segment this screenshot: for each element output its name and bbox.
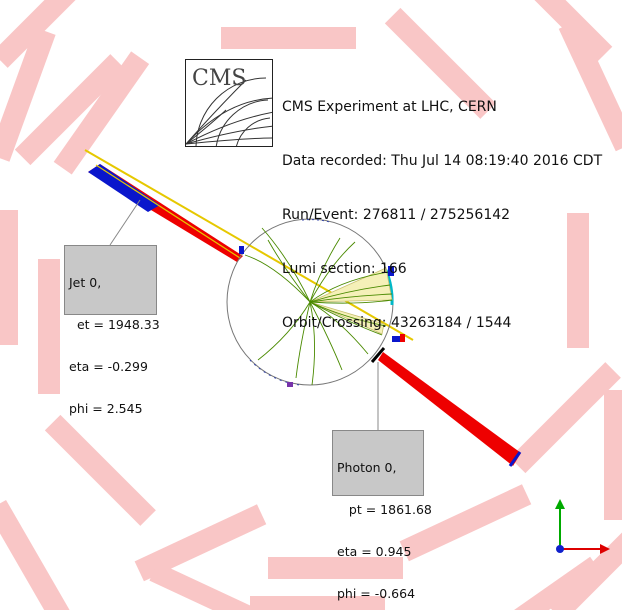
axis-origin bbox=[556, 545, 564, 553]
photon-label-title: Photon 0, bbox=[337, 460, 397, 475]
photon-ecal-deposit bbox=[378, 352, 521, 466]
muon-chamber bbox=[221, 27, 356, 49]
hcal-hit bbox=[392, 336, 402, 342]
muon-chamber bbox=[0, 0, 104, 68]
photon-label: Photon 0, pt = 1861.68 eta = 0.945 phi =… bbox=[332, 430, 432, 601]
tracks bbox=[244, 227, 393, 386]
jet-label: Jet 0, et = 1948.33 eta = -0.299 phi = 2… bbox=[64, 245, 160, 416]
photon-label-eta: eta = 0.945 bbox=[337, 544, 412, 559]
jet-cone bbox=[309, 267, 393, 303]
jet-label-phi: phi = 2.545 bbox=[69, 401, 143, 416]
photon-deposit bbox=[370, 347, 522, 467]
muon-chamber bbox=[0, 27, 56, 162]
jet-deposit bbox=[84, 149, 414, 341]
photon-label-pt: pt = 1861.68 bbox=[337, 502, 432, 517]
hcal-hit bbox=[287, 382, 293, 387]
muon-chamber bbox=[268, 557, 403, 579]
jet-label-eta: eta = -0.299 bbox=[69, 359, 148, 374]
muon-chamber bbox=[44, 414, 156, 526]
jet-axis-line-inner bbox=[95, 164, 241, 259]
photon-label-phi: phi = -0.664 bbox=[337, 586, 416, 601]
jet-label-leader bbox=[109, 199, 141, 246]
muon-chamber bbox=[0, 499, 74, 610]
cms-logo: CMS bbox=[185, 59, 273, 147]
muon-chamber bbox=[149, 562, 258, 610]
experiment-name: CMS Experiment at LHC, CERN bbox=[282, 99, 497, 115]
jet-label-et: et = 1948.33 bbox=[69, 317, 160, 332]
axis-x-arrow bbox=[600, 544, 610, 554]
photon-hcal-edge bbox=[508, 451, 522, 467]
muon-chamber bbox=[134, 504, 267, 582]
muon-chamber bbox=[250, 596, 385, 610]
muon-chamber bbox=[499, 556, 602, 610]
muon-chamber bbox=[14, 54, 126, 166]
muon-chamber bbox=[53, 51, 150, 175]
muon-chamber bbox=[399, 484, 532, 562]
muon-chamber bbox=[384, 7, 496, 119]
lumi-section: Lumi section: 166 bbox=[282, 261, 407, 277]
axis-y-arrow bbox=[555, 499, 565, 509]
muon-chamber bbox=[501, 0, 613, 63]
photon-inner-edge bbox=[370, 347, 386, 363]
muon-chamber bbox=[558, 19, 622, 152]
muon-chamber bbox=[567, 213, 589, 348]
muon-chamber bbox=[604, 390, 622, 520]
ecal-hit bbox=[400, 334, 405, 342]
jet-hcal-deposit bbox=[88, 164, 160, 212]
muon-chamber bbox=[509, 362, 621, 474]
axis-triad bbox=[555, 499, 610, 554]
hcal-hit bbox=[388, 266, 394, 276]
hcal-hit bbox=[239, 246, 244, 254]
cms-logo-text: CMS bbox=[192, 66, 247, 91]
orbit-crossing: Orbit/Crossing: 43263184 / 1544 bbox=[282, 315, 512, 331]
muon-chamber bbox=[38, 259, 60, 394]
event-info: CMS Experiment at LHC, CERN Data recorde… bbox=[282, 62, 602, 350]
cms-logo-tracks bbox=[186, 77, 272, 146]
data-recorded: Data recorded: Thu Jul 14 08:19:40 2016 … bbox=[282, 153, 603, 169]
muon-chamber bbox=[0, 210, 18, 345]
run-event: Run/Event: 276811 / 275256142 bbox=[282, 207, 511, 223]
jet-label-title: Jet 0, bbox=[69, 275, 102, 290]
